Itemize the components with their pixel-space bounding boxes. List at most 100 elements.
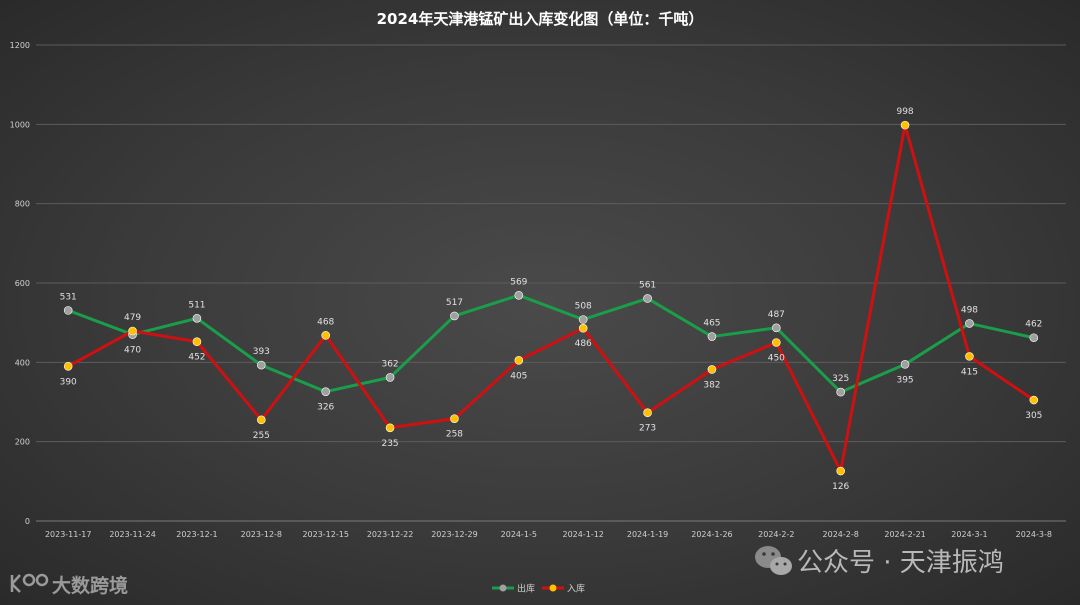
y-tick-label: 0	[25, 517, 30, 526]
y-tick-label: 800	[15, 200, 30, 209]
data-label: 998	[896, 107, 913, 117]
data-label: 395	[896, 375, 913, 385]
data-point	[1029, 395, 1039, 405]
data-label: 393	[253, 347, 270, 357]
data-point	[192, 337, 202, 347]
x-tick-label: 2024-1-12	[562, 530, 603, 539]
data-label: 531	[60, 292, 77, 302]
x-tick-label: 2024-3-1	[951, 530, 987, 539]
data-label: 508	[575, 301, 592, 311]
wechat-watermark: 公众号 · 天津振鸿	[755, 546, 1004, 578]
data-point	[900, 360, 910, 369]
wechat-watermark-text: 公众号 · 天津振鸿	[797, 548, 1004, 578]
chart-title: 2024年天津港锰矿出入库变化图（单位：千吨）	[377, 10, 704, 28]
data-label: 325	[832, 374, 849, 384]
data-label: 517	[446, 298, 463, 308]
series-line	[67, 123, 1035, 473]
data-point	[63, 361, 73, 371]
data-label: 487	[768, 310, 785, 320]
y-tick-label: 600	[15, 279, 30, 288]
y-tick-label: 1200	[10, 41, 30, 50]
data-label: 405	[510, 371, 527, 381]
data-label: 273	[639, 424, 656, 434]
y-axis-ticks: 0 200 400 600 800 1000 1200	[10, 41, 30, 526]
x-tick-label: 2023-11-17	[45, 530, 92, 539]
data-label: 468	[317, 317, 334, 327]
data-point	[514, 290, 524, 300]
data-point	[578, 323, 588, 333]
data-point	[772, 323, 781, 333]
data-label: 470	[124, 346, 141, 356]
x-tick-label: 2024-2-2	[758, 530, 794, 539]
data-point	[257, 415, 266, 425]
legend[interactable]: 出库 入库	[492, 583, 585, 595]
x-tick-label: 2023-12-1	[176, 530, 217, 539]
data-point	[707, 365, 717, 374]
x-tick-label: 2024-1-19	[627, 530, 668, 539]
data-label: 452	[188, 353, 205, 363]
x-tick-label: 2023-11-24	[109, 530, 156, 539]
data-label: 486	[575, 339, 592, 349]
x-tick-label: 2024-1-26	[691, 530, 732, 539]
x-axis-ticks: 2023-11-17 2023-11-24 2023-12-1 2023-12-8 20…	[45, 530, 1052, 539]
x-tick-label: 2023-12-29	[431, 530, 478, 539]
data-point	[450, 414, 459, 423]
data-label: 450	[768, 354, 785, 364]
data-point	[192, 314, 202, 323]
legend-label: 入库	[567, 583, 585, 595]
series-line	[67, 293, 1035, 394]
data-label: 305	[1025, 411, 1042, 421]
x-tick-label: 2024-1-5	[501, 530, 537, 539]
x-tick-label: 2024-2-8	[823, 530, 859, 539]
x-tick-label: 2024-2-21	[884, 530, 925, 539]
legend-label: 出库	[517, 583, 535, 595]
data-point	[1029, 333, 1039, 343]
data-point	[578, 315, 588, 324]
data-label: 465	[703, 319, 720, 329]
data-point	[836, 387, 845, 397]
data-point	[836, 466, 845, 476]
data-point	[514, 356, 524, 365]
x-tick-label: 2023-12-8	[241, 530, 282, 539]
data-point	[63, 306, 73, 315]
y-tick-label: 1000	[10, 120, 30, 129]
data-point	[257, 360, 266, 370]
data-point	[772, 338, 781, 347]
data-point	[128, 326, 137, 336]
data-label: 326	[317, 403, 334, 413]
logo-icon	[10, 573, 49, 593]
data-label: 462	[1025, 320, 1042, 330]
data-point	[321, 331, 330, 340]
data-label: 382	[703, 380, 720, 390]
data-labels-layer: 531 470 511 393 326 362 517 569 508 561 465 487 325 3…	[60, 107, 1043, 492]
data-label: 390	[60, 377, 77, 387]
data-point	[965, 352, 974, 361]
data-point	[385, 423, 395, 433]
data-label: 415	[961, 367, 978, 377]
data-label: 498	[961, 305, 978, 315]
data-point	[900, 120, 910, 130]
data-label: 255	[253, 431, 270, 441]
y-tick-label: 200	[15, 438, 30, 447]
data-label: 569	[510, 277, 527, 287]
data-point	[385, 373, 395, 382]
logo-watermark-text: 大数跨境	[52, 574, 128, 597]
data-point	[321, 387, 330, 396]
y-tick-label: 400	[15, 358, 30, 367]
data-point	[965, 319, 974, 328]
data-label: 479	[124, 313, 141, 323]
data-label: 235	[381, 439, 398, 449]
data-label: 561	[639, 280, 656, 290]
data-point	[450, 311, 459, 321]
data-label: 362	[381, 359, 398, 369]
data-label: 511	[188, 300, 205, 310]
x-tick-label: 2023-12-22	[367, 530, 414, 539]
series-layer	[63, 120, 1039, 476]
gridlines	[36, 44, 1066, 522]
data-point	[643, 408, 652, 418]
x-tick-label: 2024-3-8	[1016, 530, 1052, 539]
data-label: 258	[446, 430, 463, 440]
legend-swatch-marker	[499, 584, 507, 592]
data-point	[643, 294, 652, 303]
